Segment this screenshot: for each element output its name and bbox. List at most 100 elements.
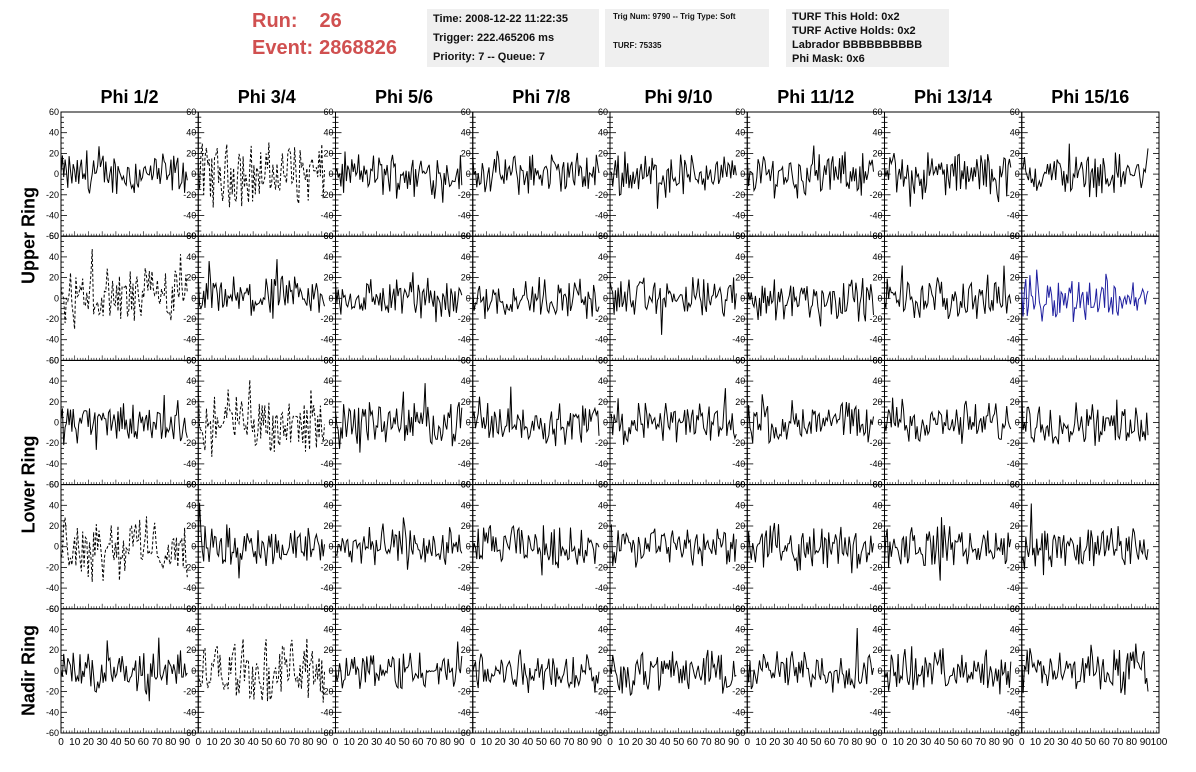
y-tick-label: 60 xyxy=(461,480,471,490)
waveform-trace xyxy=(746,522,874,574)
y-tick-label: 40 xyxy=(461,128,471,138)
y-tick-label: 0 xyxy=(54,666,59,676)
x-tick-label: 50 xyxy=(1085,737,1097,748)
y-tick-label: -20 xyxy=(458,314,471,324)
y-tick-label: -20 xyxy=(183,314,196,324)
x-tick-label: 10 xyxy=(618,737,630,748)
y-tick-label: 0 xyxy=(54,418,59,428)
y-tick-label: 20 xyxy=(186,521,196,531)
y-tick-label: 0 xyxy=(1015,169,1020,179)
y-tick-label: 0 xyxy=(740,293,745,303)
y-tick-label: -40 xyxy=(458,459,471,469)
y-tick-label: -60 xyxy=(1007,728,1020,738)
x-tick-label: 70 xyxy=(563,737,575,748)
x-tick-label: 50 xyxy=(810,737,822,748)
x-tick-label: 20 xyxy=(632,737,644,748)
y-tick-label: -40 xyxy=(320,583,333,593)
y-tick-label: 40 xyxy=(1010,500,1020,510)
waveform-trace xyxy=(1021,503,1149,576)
x-tick-label: 60 xyxy=(138,737,150,748)
x-tick-label: 30 xyxy=(783,737,795,748)
y-tick-label: 20 xyxy=(323,397,333,407)
y-tick-label: 60 xyxy=(872,107,882,117)
x-tick-label: 80 xyxy=(714,737,726,748)
x-tick-label: 0 xyxy=(58,737,64,748)
y-tick-label: 60 xyxy=(323,480,333,490)
y-tick-label: 40 xyxy=(872,376,882,386)
y-tick-label: -40 xyxy=(183,707,196,717)
y-tick-label: -20 xyxy=(183,687,196,697)
y-tick-label: -40 xyxy=(458,583,471,593)
x-tick-label: 60 xyxy=(275,737,287,748)
x-tick-label: 70 xyxy=(1112,737,1124,748)
y-tick-label: 60 xyxy=(461,355,471,365)
column-title: Phi 9/10 xyxy=(644,87,713,107)
y-tick-label: 60 xyxy=(872,480,882,490)
y-tick-label: 0 xyxy=(877,293,882,303)
x-tick-label: 70 xyxy=(975,737,987,748)
y-tick-label: -40 xyxy=(458,707,471,717)
y-tick-label: -20 xyxy=(46,190,59,200)
y-tick-label: 20 xyxy=(1010,397,1020,407)
y-tick-label: -60 xyxy=(46,355,59,365)
y-tick-label: 20 xyxy=(186,645,196,655)
y-tick-label: 60 xyxy=(872,355,882,365)
x-tick-label: 20 xyxy=(906,737,918,748)
priority-text: Priority: 7 -- Queue: 7 xyxy=(433,51,545,63)
x-tick-label: 10 xyxy=(344,737,356,748)
x-tick-label: 50 xyxy=(399,737,411,748)
y-tick-label: 0 xyxy=(191,418,196,428)
y-tick-label: 0 xyxy=(54,169,59,179)
waveform-trace xyxy=(884,265,1012,319)
phi-mask-text: Phi Mask: 0x6 xyxy=(792,53,865,65)
event-label: Event: xyxy=(252,37,314,59)
waveform-trace xyxy=(609,277,737,335)
y-tick-label: 40 xyxy=(1010,252,1020,262)
x-tick-label: 0 xyxy=(607,737,613,748)
y-tick-label: -40 xyxy=(458,211,471,221)
x-tick-label: 70 xyxy=(289,737,301,748)
column-title: Phi 11/12 xyxy=(777,87,855,107)
x-tick-label: 0 xyxy=(1019,737,1025,748)
y-tick-label: 20 xyxy=(735,148,745,158)
waveform-trace xyxy=(609,388,737,445)
y-tick-label: 60 xyxy=(323,231,333,241)
waveform-trace xyxy=(335,151,463,203)
y-tick-label: 20 xyxy=(461,148,471,158)
x-tick-label: 0 xyxy=(470,737,476,748)
y-tick-label: -40 xyxy=(869,707,882,717)
x-tick-label: 90 xyxy=(728,737,740,748)
x-tick-label: 0 xyxy=(195,737,201,748)
waveform-trace xyxy=(746,145,874,199)
y-tick-label: 40 xyxy=(872,128,882,138)
y-tick-label: -20 xyxy=(732,687,745,697)
y-tick-label: 40 xyxy=(735,625,745,635)
y-tick-label: 0 xyxy=(54,542,59,552)
x-tick-label: 40 xyxy=(110,737,122,748)
panel-frame xyxy=(60,235,199,361)
y-tick-label: 20 xyxy=(323,645,333,655)
y-tick-label: 0 xyxy=(466,418,471,428)
y-tick-label: 0 xyxy=(328,418,333,428)
y-tick-label: 20 xyxy=(1010,273,1020,283)
y-tick-label: 60 xyxy=(872,231,882,241)
x-tick-label: 0 xyxy=(882,737,888,748)
y-tick-label: 20 xyxy=(461,645,471,655)
y-tick-label: 0 xyxy=(740,418,745,428)
x-tick-label: 60 xyxy=(550,737,562,748)
waveform-trace xyxy=(60,394,188,450)
panel-frame xyxy=(60,484,199,610)
y-tick-label: 20 xyxy=(323,521,333,531)
y-tick-label: 60 xyxy=(1010,604,1020,614)
y-tick-label: 0 xyxy=(877,666,882,676)
y-tick-label: 40 xyxy=(1010,128,1020,138)
y-tick-label: -20 xyxy=(458,687,471,697)
